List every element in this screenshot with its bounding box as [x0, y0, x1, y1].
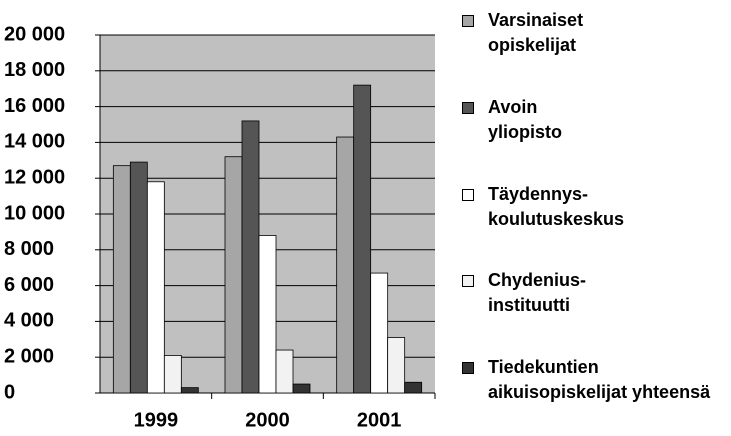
x-tick-label: 2000 [245, 409, 290, 431]
y-tick-label: 14 000 [4, 131, 65, 153]
legend-label: Avoin yliopisto [488, 97, 563, 142]
bar [163, 355, 182, 394]
y-tick-label: 18 000 [4, 59, 65, 81]
y-tick-label: 4 000 [4, 310, 54, 332]
bar [353, 84, 372, 394]
x-tick-label: 2001 [357, 409, 402, 431]
y-tick-label: 6 000 [4, 274, 54, 296]
legend-swatch [462, 15, 474, 27]
legend-item: Varsinaiset opiskelijat [462, 8, 728, 58]
legend-label: Täydennys- koulutuskeskus [488, 184, 625, 229]
y-tick-label: 8 000 [4, 238, 54, 260]
y-tick-label: 20 000 [4, 23, 65, 45]
bar [387, 337, 406, 394]
legend-item: Täydennys- koulutuskeskus [462, 182, 728, 232]
legend-label: Chydenius- instituutti [488, 270, 587, 315]
bar [180, 387, 199, 394]
bar [258, 235, 277, 394]
y-tick-label: 10 000 [4, 202, 65, 224]
legend-item: Avoin yliopisto [462, 95, 728, 145]
bar [146, 181, 165, 394]
bar [224, 156, 243, 394]
bar [241, 120, 260, 394]
legend-item: Chydenius- instituutti [462, 268, 728, 318]
bar [404, 381, 423, 394]
x-tick-label: 1999 [134, 409, 179, 431]
bar [336, 136, 355, 394]
legend-swatch [462, 362, 474, 374]
legend-swatch [462, 275, 474, 287]
y-tick-label: 2 000 [4, 345, 54, 367]
legend-label: Tiedekuntien aikuisopiskelijat yhteensä [488, 357, 711, 402]
legend-swatch [462, 189, 474, 201]
bar [129, 161, 148, 394]
bar [112, 165, 131, 394]
bar [292, 383, 311, 394]
y-tick-label: 0 [4, 381, 15, 403]
bar [275, 349, 294, 394]
y-tick-label: 12 000 [4, 166, 65, 188]
legend-swatch [462, 102, 474, 114]
legend-label: Varsinaiset opiskelijat [488, 10, 584, 55]
bar [370, 272, 389, 394]
legend-item: Tiedekuntien aikuisopiskelijat yhteensä [462, 355, 728, 405]
y-tick-label: 16 000 [4, 95, 65, 117]
